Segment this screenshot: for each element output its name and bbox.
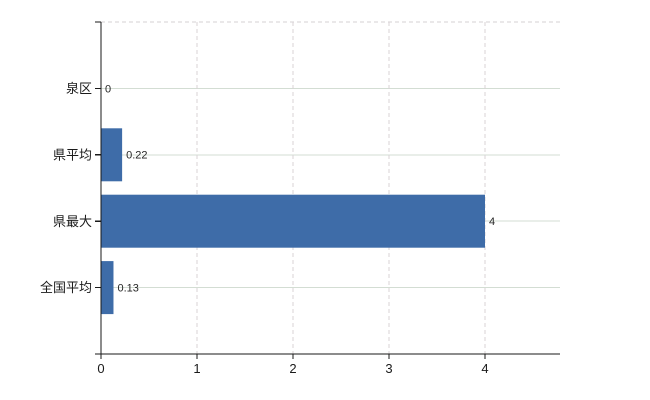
category-label-3: 全国平均: [40, 280, 92, 295]
bar-3: [101, 261, 114, 315]
value-label-2: 4: [489, 216, 495, 228]
x-tick-label-1: 1: [193, 361, 200, 376]
value-label-3: 0.13: [117, 282, 138, 294]
value-label-0: 0: [105, 83, 111, 95]
category-label-0: 泉区: [66, 81, 92, 96]
value-label-1: 0.22: [126, 150, 147, 162]
x-tick-label-0: 0: [97, 361, 104, 376]
category-label-2: 県最大: [53, 214, 92, 229]
category-label-1: 県平均: [53, 147, 92, 162]
bar-2: [101, 194, 485, 248]
x-tick-label-3: 3: [385, 361, 392, 376]
x-tick-label-4: 4: [481, 361, 488, 376]
bar-1: [101, 128, 123, 182]
x-tick-label-2: 2: [289, 361, 296, 376]
